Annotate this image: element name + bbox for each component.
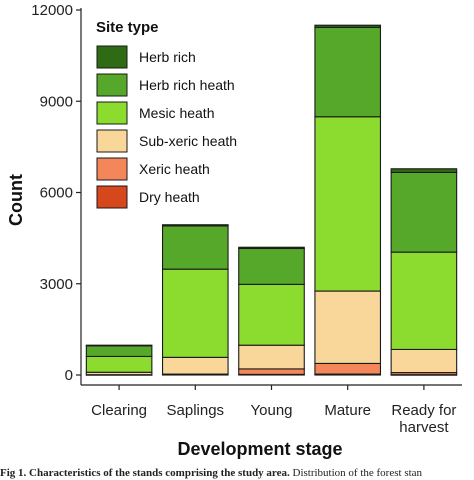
x-ticks: Clearing Saplings Young Mature Ready for harv… xyxy=(91,385,456,436)
bar-clearing-herb-rich xyxy=(85,344,153,347)
caption-label: Fig 1. Characteristics of the stands com… xyxy=(0,467,290,479)
legend-label-sub-xeric-heath: Sub-xeric heath xyxy=(139,133,237,149)
x-tick-label: Young xyxy=(251,402,293,419)
bar-saplings-mesic-heath xyxy=(161,268,229,358)
figure-caption: Fig 1. Characteristics of the stands com… xyxy=(0,466,474,480)
legend-swatch-sub-xeric-heath xyxy=(96,129,128,153)
bars xyxy=(85,24,458,376)
legend-label-herb-rich: Herb rich xyxy=(139,49,196,65)
bar-saplings-sub-xeric-heath xyxy=(161,356,229,375)
bar-young-herb-rich xyxy=(238,246,305,250)
legend-label-dry-heath: Dry heath xyxy=(139,189,200,205)
caption-text: Distribution of the forest stan xyxy=(289,467,423,479)
legend-swatch-dry-heath xyxy=(96,185,128,209)
legend-items: Herb rich Herb rich heath Mesic heath Sub-x… xyxy=(96,45,237,209)
legend: Site type Herb rich Herb rich heath Mesic … xyxy=(96,19,237,209)
bar-ready-for-harvest-sub-xeric-heath xyxy=(390,348,458,374)
bar-ready-for-harvest-mesic-heath xyxy=(390,251,458,351)
bar-saplings-herb-rich xyxy=(161,224,229,227)
legend-swatch-mesic-heath xyxy=(96,101,128,125)
legend-label-herb-rich-heath: Herb rich heath xyxy=(139,77,235,93)
x-tick-label: Ready for harvest xyxy=(391,402,456,436)
legend-title: Site type xyxy=(96,19,159,36)
bar-saplings-herb-rich-heath xyxy=(161,225,229,270)
bar-mature-herb-rich xyxy=(314,24,382,28)
y-axis-title: Count xyxy=(6,174,26,226)
y-tick-label: 12000 xyxy=(31,2,73,19)
x-tick-label: Mature xyxy=(324,402,371,419)
bar-mature-mesic-heath xyxy=(314,116,382,292)
legend-label-mesic-heath: Mesic heath xyxy=(139,105,214,121)
bar-mature-xeric-heath xyxy=(314,362,382,375)
y-tick-label: 0 xyxy=(65,367,73,384)
legend-swatch-xeric-heath xyxy=(96,157,128,181)
legend-swatch-herb-rich-heath xyxy=(96,73,128,97)
stacked-bar-chart: 0 3000 6000 9000 12000 Clearing Saplings Young… xyxy=(6,2,462,459)
x-tick-label: Saplings xyxy=(167,402,225,419)
bar-mature-sub-xeric-heath xyxy=(314,290,382,364)
bar-ready-for-harvest-herb-rich xyxy=(390,168,458,173)
bar-clearing-herb-rich-heath xyxy=(85,345,153,357)
bar-young-mesic-heath xyxy=(238,283,305,346)
y-tick-label: 3000 xyxy=(40,276,73,293)
bar-mature-herb-rich-heath xyxy=(314,26,382,118)
legend-swatch-herb-rich xyxy=(96,45,128,69)
bar-young-xeric-heath xyxy=(238,368,305,375)
bar-young-herb-rich-heath xyxy=(238,247,305,285)
x-tick-label: Clearing xyxy=(91,402,147,419)
bar-young-sub-xeric-heath xyxy=(238,344,305,370)
x-axis-title: Development stage xyxy=(177,439,342,459)
bar-clearing-mesic-heath xyxy=(85,355,153,373)
y-tick-label: 6000 xyxy=(40,185,73,202)
legend-label-xeric-heath: Xeric heath xyxy=(139,161,210,177)
bar-ready-for-harvest-herb-rich-heath xyxy=(390,171,458,253)
y-tick-label: 9000 xyxy=(40,93,73,110)
y-ticks: 0 3000 6000 9000 12000 xyxy=(31,2,81,384)
